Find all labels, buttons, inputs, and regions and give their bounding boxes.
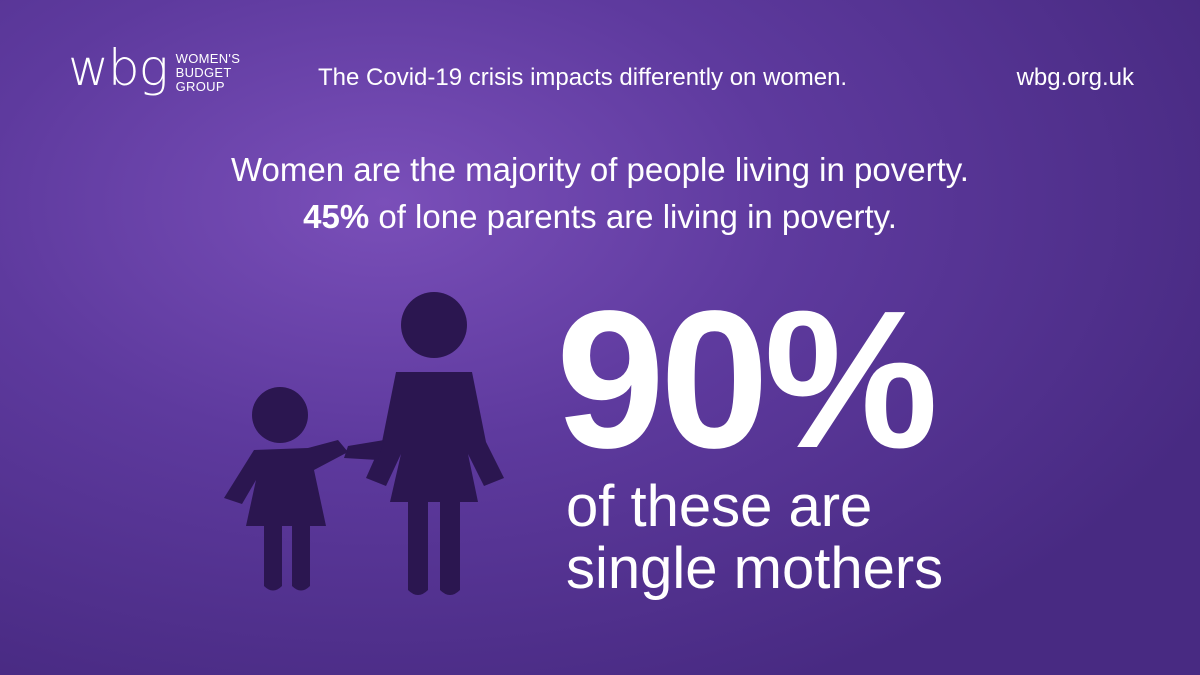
- stat-caption: of these are single mothers: [566, 476, 943, 600]
- mother-and-child-illustration: [224, 292, 504, 595]
- logo-line-3: GROUP: [175, 79, 225, 94]
- big-stat: 90%: [556, 270, 938, 489]
- logo-line-1: WOMEN'S: [175, 51, 241, 66]
- website-link[interactable]: wbg.org.uk: [1016, 64, 1134, 91]
- headline-line-2: 45% of lone parents are living in povert…: [0, 193, 1200, 240]
- headline-stat: 45%: [303, 198, 370, 235]
- headline-line-1: Women are the majority of people living …: [231, 151, 969, 188]
- logo-wordmark: WOMEN'S BUDGET GROUP: [176, 52, 241, 94]
- headline-line-2-text: of lone parents are living in poverty.: [369, 198, 897, 235]
- caption-line-2: single mothers: [566, 536, 944, 601]
- tagline: The Covid-19 crisis impacts differently …: [318, 64, 848, 91]
- wbg-logo: wbg WOMEN'S BUDGET GROUP: [68, 43, 241, 94]
- headline: Women are the majority of people living …: [0, 146, 1200, 240]
- caption-line-1: of these are: [566, 474, 873, 539]
- logo-mark: wbg: [68, 39, 169, 97]
- mother-and-child-icon: [210, 290, 540, 600]
- logo-line-2: BUDGET: [175, 65, 232, 80]
